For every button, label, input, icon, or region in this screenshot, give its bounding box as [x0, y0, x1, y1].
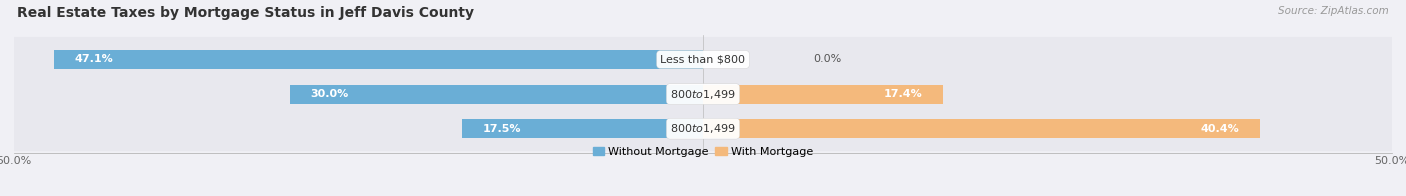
Legend: Without Mortgage, With Mortgage: Without Mortgage, With Mortgage — [593, 147, 813, 157]
Text: 17.5%: 17.5% — [482, 124, 522, 134]
Text: Source: ZipAtlas.com: Source: ZipAtlas.com — [1278, 6, 1389, 16]
Bar — [461, 119, 703, 138]
Bar — [703, 85, 943, 103]
Text: $800 to $1,499: $800 to $1,499 — [671, 122, 735, 135]
FancyBboxPatch shape — [14, 72, 1392, 117]
FancyBboxPatch shape — [14, 106, 1392, 151]
Text: 30.0%: 30.0% — [311, 89, 349, 99]
Text: Less than $800: Less than $800 — [661, 54, 745, 64]
Text: 17.4%: 17.4% — [883, 89, 922, 99]
Text: $800 to $1,499: $800 to $1,499 — [671, 88, 735, 101]
Bar — [53, 50, 703, 69]
Text: 40.4%: 40.4% — [1201, 124, 1239, 134]
FancyBboxPatch shape — [14, 37, 1392, 82]
Bar — [703, 119, 1260, 138]
Text: 47.1%: 47.1% — [75, 54, 114, 64]
Text: Real Estate Taxes by Mortgage Status in Jeff Davis County: Real Estate Taxes by Mortgage Status in … — [17, 6, 474, 20]
Text: 0.0%: 0.0% — [813, 54, 841, 64]
Bar — [290, 85, 703, 103]
